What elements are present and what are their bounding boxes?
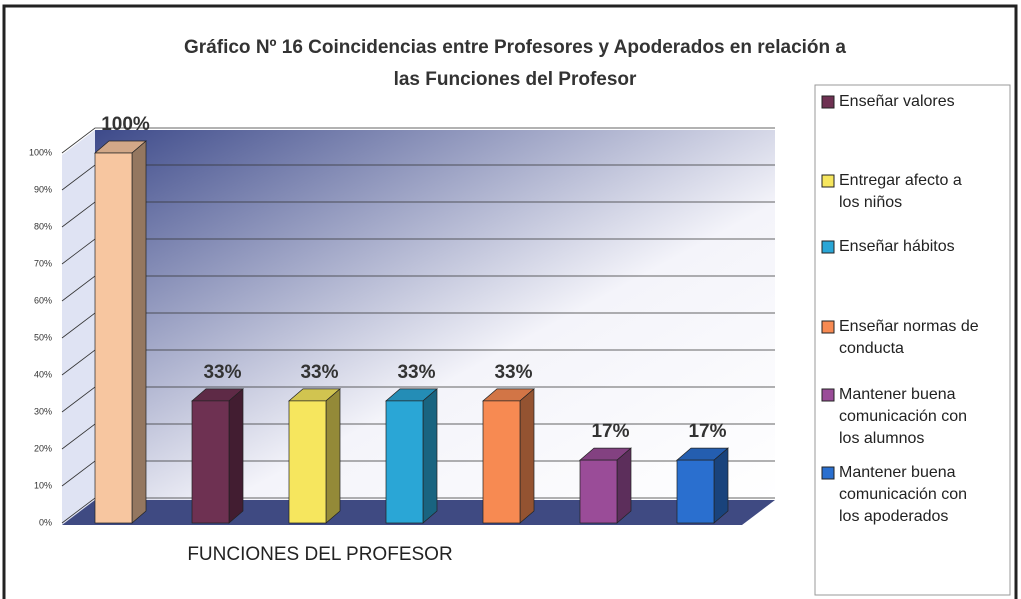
data-label: 17% xyxy=(591,421,629,442)
bar-side xyxy=(616,447,632,524)
y-tick-label: 40% xyxy=(34,369,52,379)
data-label: 33% xyxy=(397,362,435,383)
legend-label: Enseñar normas de conducta xyxy=(839,318,979,357)
data-label: 33% xyxy=(300,362,338,383)
legend-label: Mantener buena comunicación con los alumno… xyxy=(839,386,967,447)
y-tick-label: 0% xyxy=(39,517,52,527)
grid-line xyxy=(61,127,775,154)
y-tick-label: 30% xyxy=(34,406,52,416)
side-wall xyxy=(62,130,95,525)
bar xyxy=(579,459,618,524)
y-tick-label: 100% xyxy=(29,147,52,157)
legend-swatch xyxy=(821,95,835,109)
bar-side xyxy=(519,388,535,524)
bar xyxy=(385,400,424,524)
y-tick-label: 60% xyxy=(34,295,52,305)
legend-swatch xyxy=(821,466,835,480)
legend-label: Mantener buena comunicación con los apoder… xyxy=(839,464,967,525)
bar-side xyxy=(713,447,729,524)
legend-label: Enseñar valores xyxy=(839,93,955,110)
y-tick-label: 20% xyxy=(34,443,52,453)
data-label: 33% xyxy=(494,362,532,383)
bar-side xyxy=(325,388,341,524)
data-label: 17% xyxy=(688,421,726,442)
bar xyxy=(191,400,230,524)
data-label: 33% xyxy=(203,362,241,383)
chart-subtitle: las Funciones del Profesor xyxy=(394,69,637,90)
bar xyxy=(94,152,133,524)
y-tick-label: 10% xyxy=(34,480,52,490)
bar xyxy=(288,400,327,524)
legend-swatch xyxy=(821,388,835,402)
bar-side xyxy=(422,388,438,524)
legend-swatch xyxy=(821,320,835,334)
legend xyxy=(814,84,1011,596)
data-label: 100% xyxy=(101,114,150,135)
legend-label: Entregar afecto a los niños xyxy=(839,172,962,211)
bar-side xyxy=(131,140,147,524)
y-tick-label: 90% xyxy=(34,184,52,194)
legend-swatch xyxy=(821,174,835,188)
x-axis-label: FUNCIONES DEL PROFESOR xyxy=(187,544,452,565)
y-tick-label: 50% xyxy=(34,332,52,342)
chart-title: Gráfico Nº 16 Coincidencias entre Profes… xyxy=(184,37,846,58)
legend-label: Enseñar hábitos xyxy=(839,238,955,255)
y-tick-label: 70% xyxy=(34,258,52,268)
bar xyxy=(482,400,521,524)
y-tick-label: 80% xyxy=(34,221,52,231)
legend-swatch xyxy=(821,240,835,254)
bar-side xyxy=(228,388,244,524)
back-wall xyxy=(95,130,775,500)
bar xyxy=(676,459,715,524)
frame xyxy=(2,4,1018,599)
